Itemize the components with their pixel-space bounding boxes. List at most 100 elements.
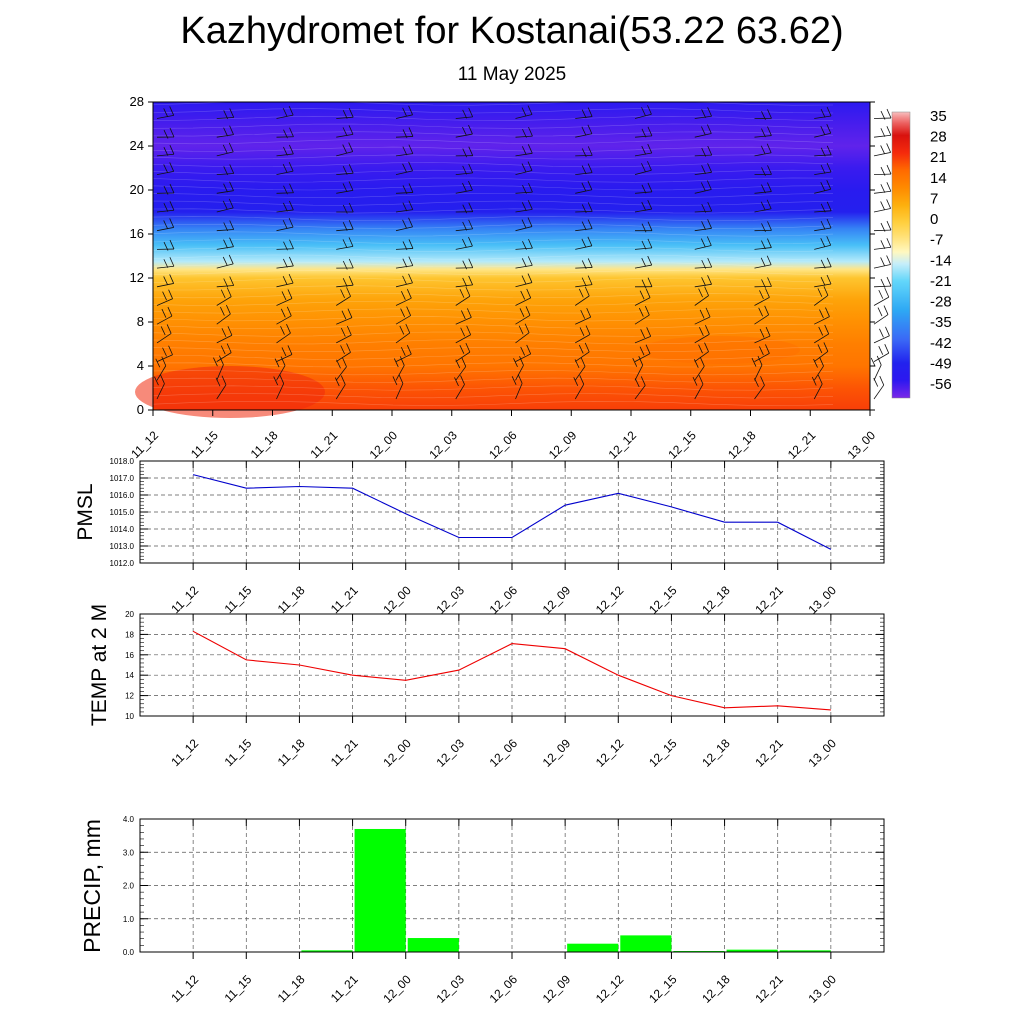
wind-barb (694, 201, 713, 213)
wind-barb (811, 374, 823, 400)
y-tick-label: 1014.0 (110, 525, 135, 534)
wind-barb (455, 219, 474, 232)
wind-barb (276, 239, 294, 251)
wind-barb (873, 326, 890, 344)
wind-barb (575, 286, 590, 306)
wind-barb (632, 356, 644, 381)
wind-barb (754, 143, 772, 157)
wind-barb (515, 217, 533, 232)
wind-barb (336, 237, 354, 250)
colorbar-label: 7 (930, 190, 938, 207)
wind-barb (273, 374, 285, 400)
contour-line (152, 362, 834, 368)
wind-barb (694, 180, 712, 194)
wind-barb (694, 307, 711, 325)
x-tick-label: 12_12 (593, 972, 627, 1006)
y-tick-label: 14 (125, 671, 134, 680)
wind-barb (515, 182, 533, 194)
wind-barb (634, 221, 653, 233)
y-tick-label: 2.0 (123, 882, 135, 891)
y-tick-label: 10 (125, 712, 134, 721)
wind-barb (216, 181, 234, 194)
y-tick-label: 4.0 (123, 815, 135, 824)
contour-line (152, 115, 834, 122)
wind-barb (216, 254, 234, 269)
wind-barb (515, 323, 530, 344)
wind-barb (455, 258, 474, 270)
wind-barb (694, 342, 709, 362)
contour-line (152, 162, 834, 168)
contour-line (152, 385, 834, 391)
x-tick-label: 12_21 (785, 428, 819, 462)
wind-barb (156, 306, 173, 325)
wind-barb (754, 344, 770, 362)
x-tick-label: 12_18 (699, 583, 733, 617)
colorbar-label: -21 (930, 273, 952, 290)
wind-barb (873, 126, 892, 138)
wind-barb (156, 239, 175, 251)
x-tick-label: 12_03 (433, 583, 467, 617)
wind-barb (873, 182, 892, 194)
plot-frame (139, 460, 885, 564)
x-tick-label: 12_12 (593, 736, 627, 770)
wind-barb (455, 275, 474, 288)
wind-barb (634, 376, 646, 400)
wind-barb (515, 126, 533, 138)
contour-line (152, 208, 834, 214)
wind-barb (515, 306, 531, 325)
wind-barb (395, 127, 414, 139)
colorbar-label: -7 (930, 232, 943, 249)
wind-barb (873, 108, 892, 120)
contour-line (152, 177, 834, 183)
wind-barb (156, 274, 175, 288)
y-axis-label: TEMP at 2 M (88, 604, 111, 726)
precip-bar (620, 935, 672, 952)
chart-title: Kazhydromet for Kostanai(53.22 63.62) (180, 10, 844, 52)
y-tick-label: 16 (125, 651, 134, 660)
wind-barb (873, 238, 892, 250)
wind-barb (276, 306, 292, 325)
x-tick-label: 12_06 (487, 736, 521, 770)
colorbar-label: -14 (930, 252, 952, 269)
y-tick-label: 3.0 (123, 848, 135, 857)
wind-barb (754, 238, 772, 250)
wind-barb (276, 183, 294, 195)
wind-barb (515, 238, 533, 250)
contour-line (152, 339, 834, 345)
wind-barb (395, 217, 413, 232)
wind-barb (276, 273, 294, 288)
wind-barb (693, 357, 705, 381)
contour-line (152, 154, 834, 160)
contour-line (152, 246, 834, 252)
wind-barb (754, 326, 771, 344)
wind-barb (455, 202, 474, 214)
wind-barb (694, 275, 712, 288)
x-tick-label: 13_00 (805, 736, 839, 770)
wind-barb (393, 356, 405, 381)
wind-barb (455, 146, 474, 158)
wind-barb (156, 289, 173, 306)
wind-barb (814, 162, 832, 175)
wind-barb (634, 305, 650, 325)
contour-line (152, 293, 834, 299)
precip-bar (779, 950, 831, 952)
wind-barb (873, 143, 892, 157)
colorbar-label: -49 (930, 355, 952, 372)
wind-barb (395, 289, 412, 306)
colorbar-label: -35 (930, 314, 952, 331)
wind-barb (814, 201, 832, 213)
precip-bar (407, 938, 459, 952)
wind-barb (216, 287, 232, 306)
y-tick-label: 12 (125, 692, 134, 701)
wind-barb (515, 344, 532, 362)
y-tick-label: 1013.0 (110, 542, 135, 551)
wind-barb (156, 324, 172, 344)
wind-barb (694, 219, 712, 232)
x-tick-label: 12_09 (540, 972, 574, 1006)
x-tick-label: 12_00 (380, 736, 414, 770)
x-tick-label: 11_21 (328, 972, 361, 1005)
wind-barb (336, 308, 353, 325)
wind-barb (276, 144, 294, 157)
x-tick-label: 11_15 (188, 428, 221, 461)
